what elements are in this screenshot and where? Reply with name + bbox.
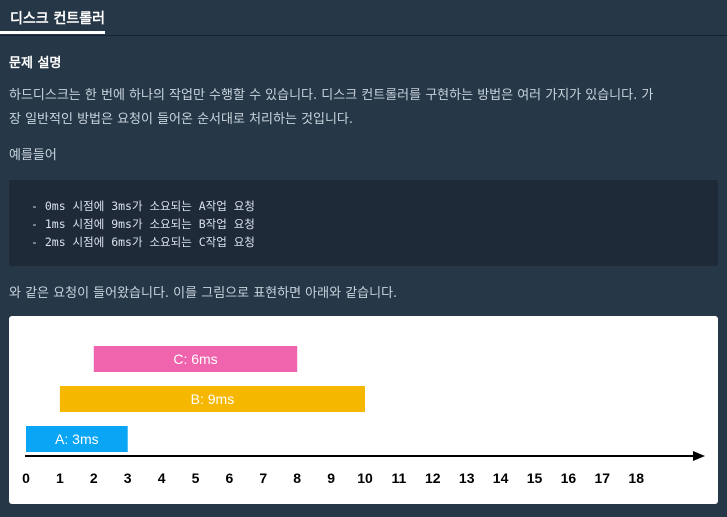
task-bar	[59, 386, 366, 412]
task-bar-group: A: 3ms	[26, 426, 128, 452]
code-line: - 2ms 시점에 6ms가 소요되는 C작업 요청	[31, 235, 255, 249]
axis-tick-label: 5	[192, 470, 200, 486]
tab-disk-controller[interactable]: 디스크 컨트롤러	[0, 0, 115, 35]
task-bar-group: C: 6ms	[93, 346, 298, 372]
axis-tick-label: 11	[391, 470, 406, 486]
axis-tick-label: 9	[327, 470, 335, 486]
axis-tick-label: 0	[22, 470, 30, 486]
axis-tick-label: 16	[561, 470, 577, 486]
task-bar	[26, 426, 128, 452]
tab-label: 디스크 컨트롤러	[10, 10, 106, 27]
axis-tick-label: 13	[459, 470, 475, 486]
active-tab-indicator	[0, 31, 105, 34]
task-bar-label: A: 3ms	[55, 431, 99, 447]
axis-tick-label: 8	[293, 470, 301, 486]
axis-tick-label: 2	[90, 470, 98, 486]
problem-content: 문제 설명 하드디스크는 한 번에 하나의 작업만 수행할 수 있습니다. 디스…	[0, 36, 727, 517]
section-heading: 문제 설명	[9, 56, 62, 71]
axis-tick-label: 6	[226, 470, 234, 486]
timeline-figure: A: 3ms B: 9ms C: 6ms 0 1 2 3 4 5 6 7 8 9 10 11 12 13 14 1…	[9, 316, 718, 504]
figure-caption: 와 같은 요청이 들어왔습니다. 이를 그림으로 표현하면 아래와 같습니다.	[9, 286, 398, 301]
axis-tick-label: 1	[56, 470, 64, 486]
axis-tick-label: 10	[357, 470, 373, 486]
code-line: - 1ms 시점에 9ms가 소요되는 B작업 요청	[31, 217, 255, 231]
task-bar	[93, 346, 298, 372]
example-label: 예를들어	[9, 148, 57, 163]
code-line: - 0ms 시점에 3ms가 소요되는 A작업 요청	[31, 199, 255, 213]
task-bar-label: B: 9ms	[191, 391, 235, 407]
axis-tick-label: 3	[124, 470, 132, 486]
axis-tick-label: 15	[527, 470, 543, 486]
task-bar-group: B: 9ms	[59, 386, 366, 412]
axis-tick-label: 18	[628, 470, 644, 486]
intro-paragraph: 하드디스크는 한 번에 하나의 작업만 수행할 수 있습니다. 디스크 컨트롤러…	[9, 84, 724, 132]
code-block: - 0ms 시점에 3ms가 소요되는 A작업 요청 - 1ms 시점에 9ms…	[9, 180, 718, 266]
axis-tick-label: 7	[259, 470, 267, 486]
axis-tick-label: 17	[595, 470, 611, 486]
axis-tick-label: 14	[493, 470, 509, 486]
axis-arrowhead	[693, 451, 705, 461]
intro-line-2: 장 일반적인 방법은 요청이 들어온 순서대로 처리하는 것입니다.	[9, 112, 354, 127]
task-bar-label: C: 6ms	[173, 351, 217, 367]
axis-tick-label: 4	[158, 470, 166, 486]
axis-tick-label: 12	[425, 470, 441, 486]
intro-line-1: 하드디스크는 한 번에 하나의 작업만 수행할 수 있습니다. 디스크 컨트롤러…	[9, 88, 654, 103]
tab-bar: 디스크 컨트롤러	[0, 0, 727, 36]
